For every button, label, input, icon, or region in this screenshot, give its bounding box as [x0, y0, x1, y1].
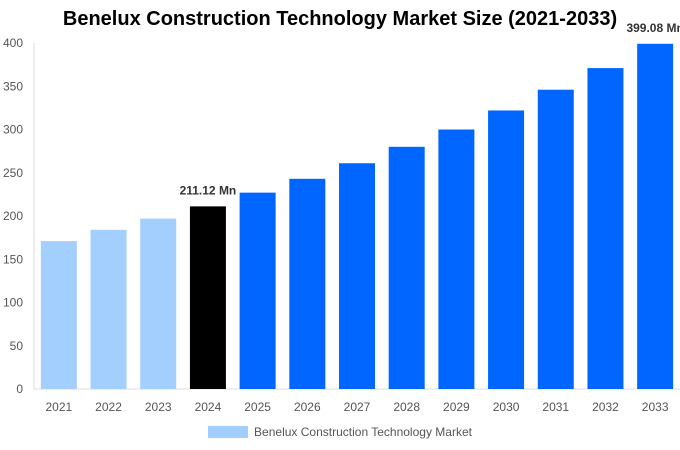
x-tick-label: 2025	[244, 400, 271, 414]
y-tick-label: 0	[16, 382, 23, 396]
y-tick-label: 150	[3, 252, 23, 266]
chart-title: Benelux Construction Technology Market S…	[62, 8, 618, 30]
x-tick-label: 2023	[145, 400, 172, 414]
data-label: 399.08 Mn	[626, 21, 680, 35]
bar	[587, 68, 624, 390]
x-tick-label: 2029	[443, 400, 470, 414]
x-tick-label: 2026	[294, 400, 321, 414]
y-tick-label: 200	[3, 209, 23, 223]
bar	[438, 129, 475, 389]
x-tick-label: 2032	[592, 400, 619, 414]
x-tick-label: 2033	[642, 400, 669, 414]
x-tick-label: 2031	[542, 400, 569, 414]
x-tick-label: 2021	[45, 400, 72, 414]
bar	[239, 192, 276, 389]
bar	[289, 178, 326, 389]
bar	[189, 206, 226, 389]
y-tick-label: 100	[3, 296, 23, 310]
bar	[90, 229, 127, 389]
y-tick-label: 250	[3, 166, 23, 180]
x-tick-label: 2030	[493, 400, 520, 414]
bar	[388, 146, 425, 389]
y-tick-label: 350	[3, 79, 23, 93]
data-label: 211.12 Mn	[180, 183, 237, 197]
bar	[537, 89, 574, 390]
legend-label: Benelux Construction Technology Market	[254, 425, 472, 439]
x-tick-label: 2022	[95, 400, 122, 414]
y-tick-label: 400	[3, 36, 23, 50]
legend-swatch	[208, 426, 249, 438]
x-tick-label: 2024	[195, 400, 222, 414]
bar	[637, 43, 674, 389]
bar	[140, 218, 177, 389]
legend[interactable]: Benelux Construction Technology Market	[0, 425, 680, 439]
x-tick-label: 2027	[344, 400, 371, 414]
bar	[339, 163, 375, 389]
bar	[40, 241, 77, 389]
x-tick-label: 2028	[393, 400, 420, 414]
y-tick-label: 300	[3, 123, 23, 137]
y-tick-label: 50	[10, 339, 24, 353]
bar	[488, 110, 525, 389]
